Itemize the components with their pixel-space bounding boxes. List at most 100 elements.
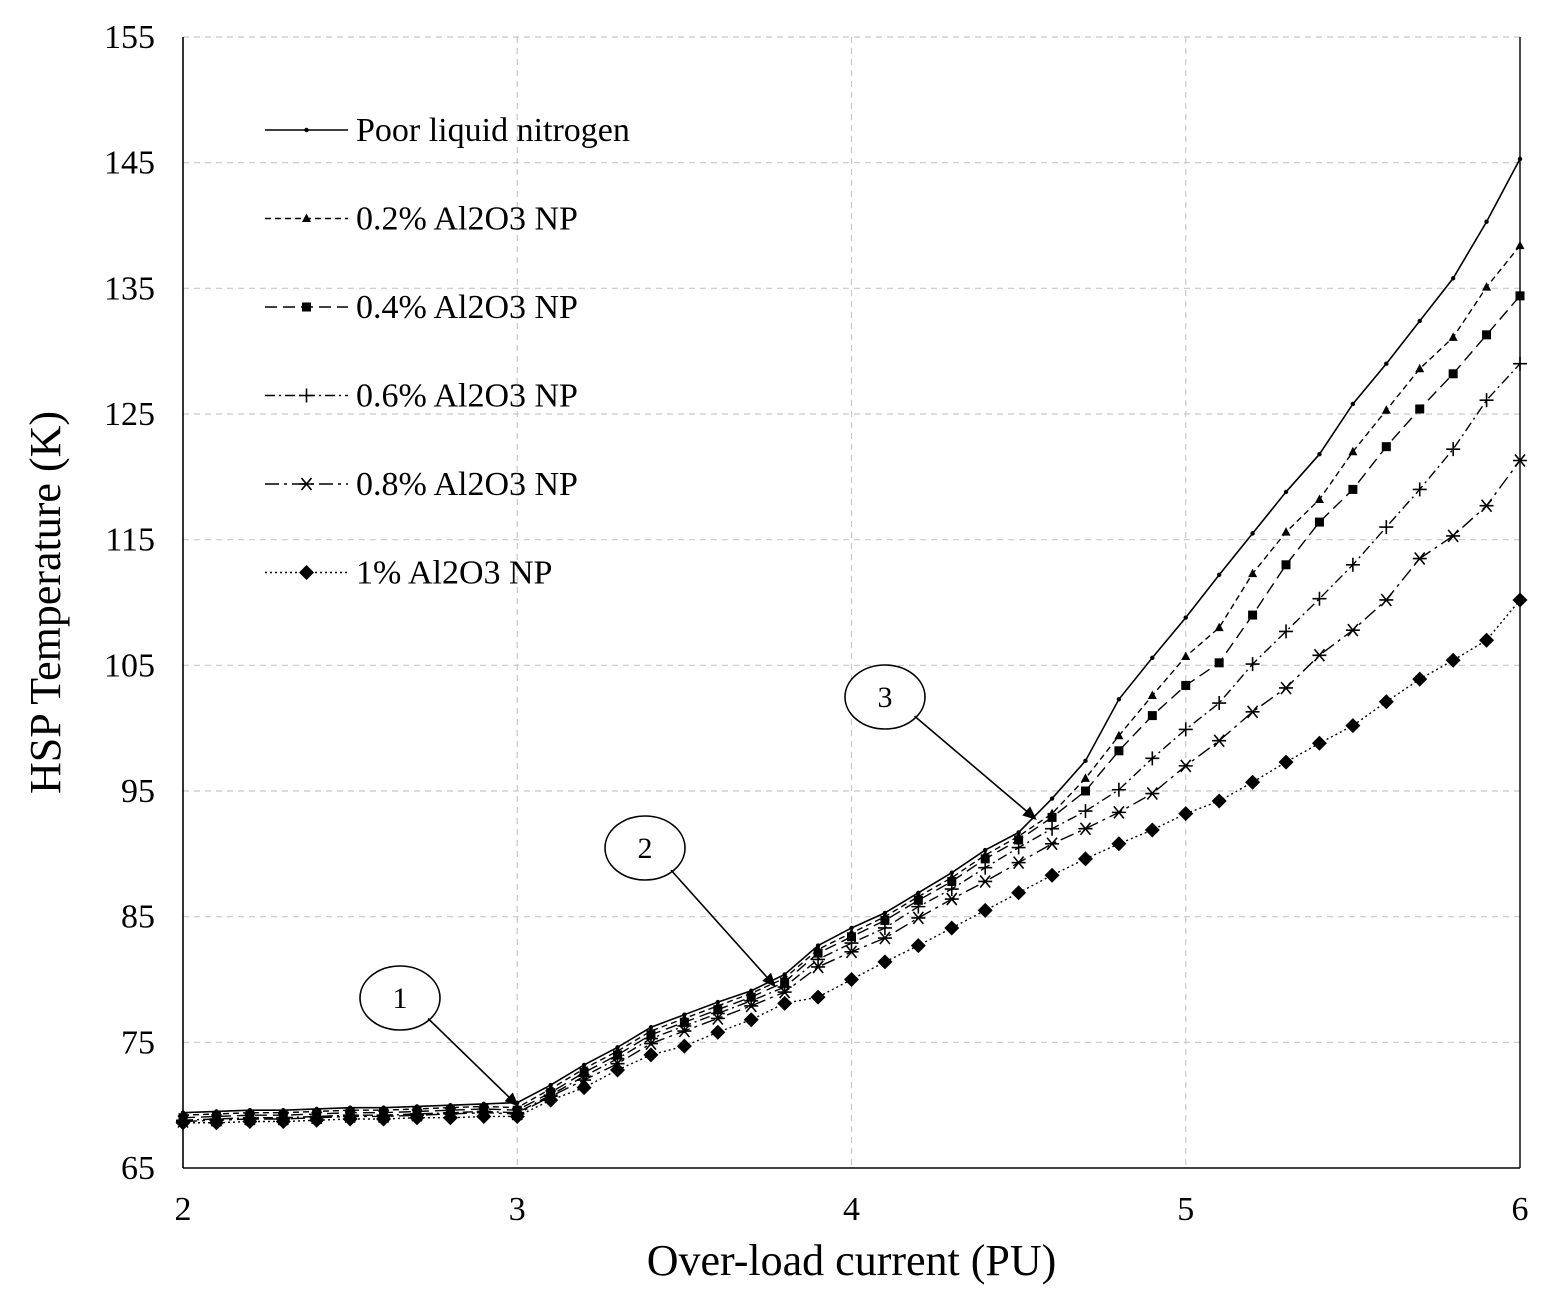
data-point — [1415, 404, 1425, 414]
data-point — [1181, 651, 1191, 661]
data-point — [1145, 751, 1160, 766]
data-point — [1379, 520, 1394, 535]
data-point — [1348, 484, 1358, 494]
data-point — [910, 938, 926, 954]
data-point — [309, 1112, 325, 1128]
legend-marker — [302, 302, 311, 312]
data-point — [1144, 822, 1160, 838]
data-point — [844, 972, 859, 987]
data-point — [1412, 552, 1427, 566]
data-point — [610, 1062, 626, 1078]
data-point — [1114, 730, 1124, 740]
data-point — [1178, 759, 1193, 773]
callout-arrow — [670, 869, 776, 988]
data-point — [1381, 442, 1391, 452]
data-point — [1078, 822, 1093, 836]
data-point — [777, 985, 792, 999]
data-point — [1011, 885, 1027, 901]
data-point — [1147, 711, 1157, 721]
y-tick-label: 105 — [104, 647, 155, 684]
data-point — [442, 1110, 458, 1126]
data-point — [1077, 851, 1093, 867]
y-tick-label: 85 — [121, 899, 155, 936]
data-point — [1345, 718, 1361, 734]
data-point — [1345, 557, 1360, 572]
data-point — [1448, 332, 1458, 341]
legend-label: 0.6% Al2O3 NP — [356, 378, 578, 415]
data-point — [1248, 610, 1258, 620]
callouts: 1 2 3 — [359, 664, 1037, 1107]
data-point — [1214, 658, 1224, 668]
x-tick-label: 5 — [1177, 1191, 1194, 1228]
callout-circle — [844, 664, 926, 730]
data-point — [643, 1037, 658, 1051]
data-point — [1384, 361, 1389, 366]
data-point — [1116, 697, 1122, 702]
data-point — [1283, 489, 1289, 495]
data-point — [844, 936, 859, 951]
data-point — [1417, 318, 1422, 324]
data-point — [1047, 812, 1057, 822]
data-point — [476, 1108, 492, 1124]
callout-arrow — [914, 715, 1037, 820]
x-axis-title: Over-load current (PU) — [647, 1236, 1057, 1285]
data-point — [1412, 671, 1428, 687]
data-point — [1245, 774, 1261, 790]
data-point — [1446, 442, 1461, 457]
callout-number: 1 — [393, 982, 408, 1015]
data-point — [1512, 592, 1528, 608]
data-point — [811, 960, 826, 974]
data-point — [1111, 782, 1126, 797]
data-point — [509, 1108, 525, 1124]
data-point — [1278, 754, 1294, 770]
data-point — [978, 874, 993, 888]
data-point — [1312, 648, 1327, 662]
data-point — [1448, 369, 1458, 379]
data-point — [1011, 840, 1026, 855]
data-point — [1415, 363, 1425, 373]
data-point — [342, 1111, 358, 1127]
data-point — [1080, 786, 1090, 796]
data-point — [877, 954, 893, 970]
data-point — [1111, 805, 1126, 819]
data-point — [944, 920, 960, 936]
legend-label: 1% Al2O3 NP — [356, 555, 552, 592]
x-tick-label: 6 — [1512, 1191, 1529, 1228]
y-tick-label: 125 — [104, 396, 155, 433]
x-tick-label: 3 — [509, 1191, 526, 1228]
data-point — [1212, 734, 1227, 748]
axes: 65 75 85 95 105 115 125 135 145 155 2 3 4 5 6 — [104, 19, 1529, 1228]
data-point — [208, 1115, 224, 1131]
data-point — [811, 952, 826, 967]
data-point — [1312, 591, 1327, 606]
callout-circle — [359, 965, 441, 1031]
legend-entry: 0.8% Al2O3 NP — [265, 466, 578, 503]
callout-number: 3 — [878, 681, 893, 714]
data-point — [1216, 572, 1222, 578]
legend-marker — [302, 213, 311, 222]
data-point — [1080, 773, 1090, 782]
data-point — [1145, 787, 1160, 801]
y-tick-label: 115 — [105, 522, 155, 559]
data-point — [1183, 615, 1188, 620]
data-point — [977, 902, 993, 918]
data-point — [1446, 529, 1461, 543]
data-point — [710, 1011, 725, 1025]
data-point — [1314, 517, 1324, 527]
series-line — [183, 599, 1521, 1124]
callout-3: 3 — [844, 664, 1037, 820]
data-point — [1281, 527, 1291, 536]
data-point — [1045, 821, 1060, 836]
data-point — [944, 882, 959, 897]
data-point — [1212, 696, 1227, 711]
series-line — [182, 363, 1521, 1121]
data-point — [1245, 705, 1260, 719]
data-point — [1314, 494, 1324, 503]
data-point — [1479, 393, 1494, 408]
data-point — [911, 899, 926, 914]
data-point — [1378, 694, 1394, 710]
data-point — [1214, 622, 1224, 632]
legend-marker — [299, 565, 314, 580]
data-point — [1515, 291, 1525, 301]
